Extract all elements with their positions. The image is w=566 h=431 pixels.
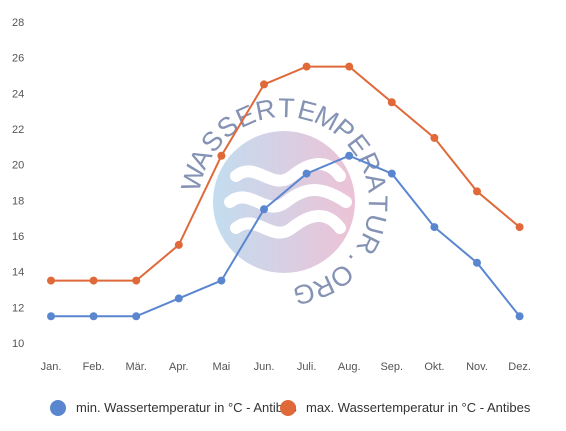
data-point — [473, 187, 481, 196]
legend-label: min. Wassertemperatur in °C - Antibes — [76, 400, 297, 415]
data-point — [302, 169, 311, 178]
watermark-letter: T — [363, 195, 393, 213]
data-point — [473, 258, 481, 267]
data-point — [430, 133, 439, 142]
x-tick-label: Aug. — [338, 361, 361, 373]
y-tick-label: 18 — [12, 195, 24, 207]
watermark-letter: T — [278, 93, 296, 124]
x-tick-label: Apr. — [169, 361, 189, 373]
y-axis: 10 12 14 16 18 20 22 24 26 28 — [12, 17, 24, 350]
y-tick-label: 26 — [12, 53, 24, 65]
x-tick-label: Mär. — [125, 361, 146, 373]
data-point — [47, 276, 55, 285]
data-point — [89, 276, 98, 285]
x-tick-label: Okt. — [424, 361, 444, 373]
watermark-letter: R — [253, 93, 279, 126]
y-tick-label: 22 — [12, 124, 24, 136]
data-point — [387, 169, 396, 178]
series-layer — [47, 62, 524, 321]
data-point — [174, 294, 183, 303]
data-point — [345, 151, 354, 160]
x-tick-label: Mai — [213, 361, 231, 373]
x-tick-label: Nov. — [466, 361, 488, 373]
y-tick-label: 24 — [12, 88, 24, 100]
y-tick-label: 28 — [12, 17, 24, 29]
y-tick-label: 16 — [12, 231, 24, 243]
x-tick-label: Dez. — [508, 361, 531, 373]
x-tick-label: Jun. — [254, 361, 275, 373]
data-point — [260, 80, 268, 89]
watermark-letter: G — [290, 277, 318, 311]
y-tick-label: 12 — [12, 302, 24, 314]
data-point — [174, 240, 183, 249]
y-tick-label: 10 — [12, 338, 24, 350]
x-tick-label: Juli. — [297, 361, 317, 373]
data-point — [47, 312, 55, 321]
data-point — [302, 62, 311, 71]
data-point — [260, 205, 268, 214]
data-point — [217, 151, 226, 160]
data-point — [132, 312, 141, 321]
legend: min. Wassertemperatur in °C - Antibes max… — [50, 400, 531, 416]
series-line-1 — [51, 154, 521, 318]
data-point — [345, 62, 354, 71]
x-tick-label: Jan. — [41, 361, 62, 373]
data-point — [515, 223, 524, 232]
legend-marker — [50, 400, 66, 416]
data-point — [387, 98, 396, 107]
data-point — [217, 276, 226, 285]
data-point — [430, 223, 439, 232]
legend-label: max. Wassertemperatur in °C - Antibes — [306, 400, 531, 415]
data-point — [89, 312, 98, 321]
legend-marker — [280, 400, 296, 416]
x-tick-label: Sep. — [380, 361, 403, 373]
y-tick-label: 20 — [12, 160, 24, 172]
y-tick-label: 14 — [12, 267, 24, 279]
x-axis: Jan. Feb. Mär. Apr. Mai Jun. Juli. Aug. Sep. Okt.… — [41, 361, 531, 373]
data-point — [132, 276, 141, 285]
data-point — [515, 312, 524, 321]
x-tick-label: Feb. — [83, 361, 105, 373]
series-line-2 — [51, 65, 521, 282]
